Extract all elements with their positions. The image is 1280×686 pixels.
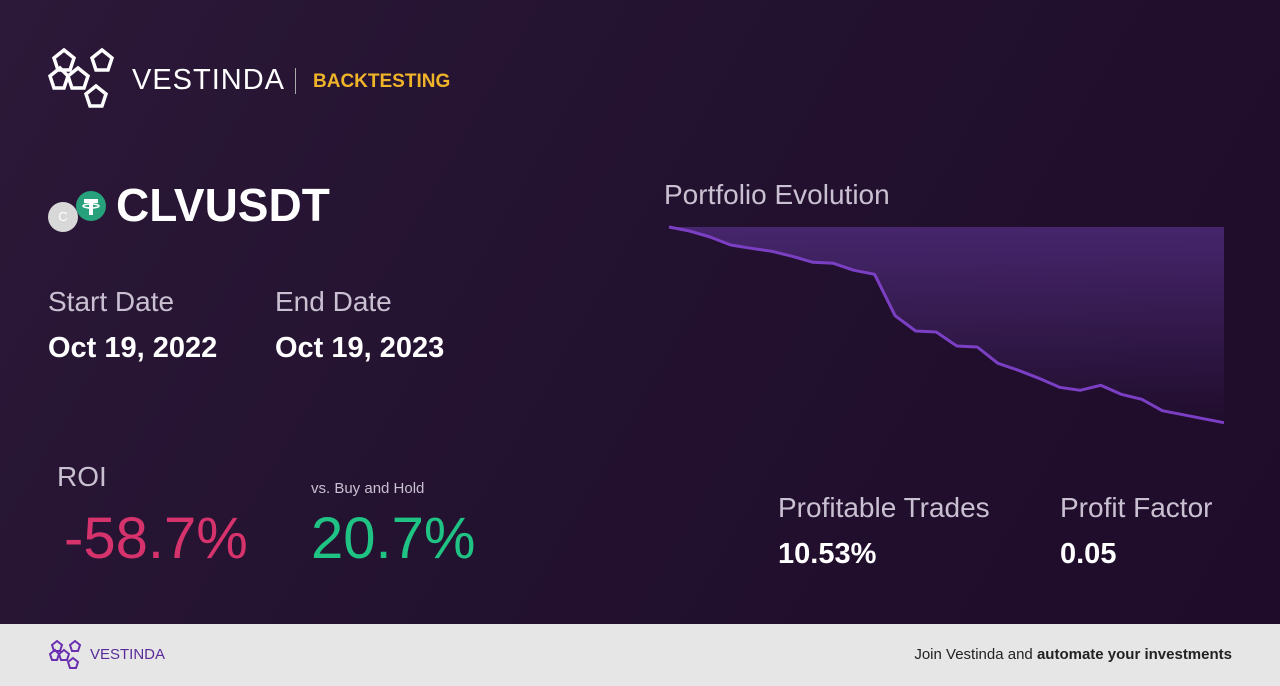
footer: VESTINDA Join Vestinda and automate your…	[0, 624, 1280, 686]
divider	[295, 68, 296, 94]
footer-cta: Join Vestinda and automate your investme…	[914, 646, 1232, 663]
trades-value: 10.53%	[778, 538, 877, 570]
chart-title: Portfolio Evolution	[664, 179, 890, 210]
factor-value: 0.05	[1060, 538, 1117, 570]
area-fill	[669, 227, 1224, 423]
end-value: Oct 19, 2023	[275, 332, 445, 364]
trades-label: Profitable Trades	[778, 492, 990, 523]
end-label: End Date	[275, 286, 392, 317]
card: VESTINDA BACKTESTING C CLVUSDT Start Dat…	[0, 0, 1280, 624]
chart	[668, 225, 1225, 425]
logo	[47, 47, 115, 108]
footer-brand: VESTINDA	[90, 646, 166, 663]
footer-bold: automate your investments	[1036, 646, 1232, 663]
factor-label: Profit Factor	[1060, 492, 1213, 523]
footer-text: Join Vestinda and	[914, 646, 1033, 663]
section-label: BACKTESTING	[313, 71, 451, 92]
roi-value: -58.7%	[64, 506, 248, 571]
vs-value: 20.7%	[311, 506, 476, 571]
tether-icon	[76, 191, 106, 221]
brand: VESTINDA	[132, 64, 286, 96]
start-value: Oct 19, 2022	[48, 332, 218, 364]
line	[668, 225, 1225, 425]
footer-logo	[48, 639, 82, 669]
roi-label: ROI	[57, 461, 107, 492]
coin-icon: C	[48, 202, 78, 232]
start-label: Start Date	[48, 286, 175, 317]
vs-label: vs. Buy and Hold	[311, 480, 425, 497]
pair-symbol: CLVUSDT	[116, 179, 330, 231]
